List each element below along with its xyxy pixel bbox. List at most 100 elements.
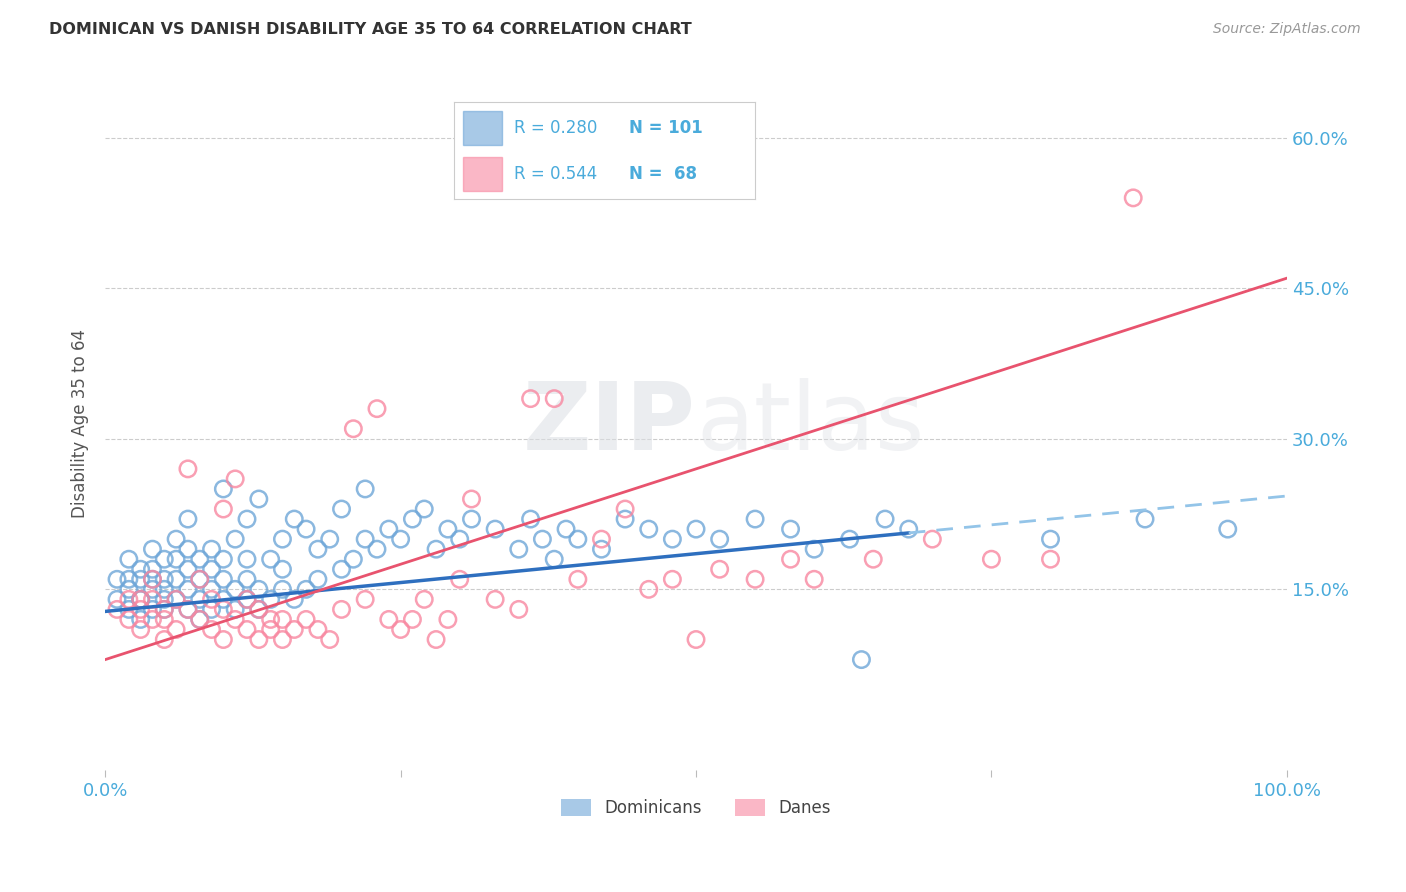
Point (661, 572, 683, 586)
Point (141, 562, 163, 576)
Point (165, 552, 187, 566)
Point (413, 592, 436, 607)
Point (319, 632, 342, 647)
Point (212, 482, 235, 496)
Text: Source: ZipAtlas.com: Source: ZipAtlas.com (1213, 22, 1361, 37)
Point (271, 612, 294, 626)
Point (129, 623, 152, 637)
Point (153, 602, 176, 616)
Point (354, 482, 377, 496)
Point (401, 612, 423, 626)
Point (118, 612, 141, 626)
Point (779, 552, 801, 566)
Point (259, 623, 281, 637)
Point (129, 562, 152, 576)
Point (1133, 512, 1156, 526)
Point (283, 623, 305, 637)
Point (354, 592, 377, 607)
Point (519, 512, 541, 526)
Point (224, 472, 246, 486)
Point (224, 582, 246, 597)
Point (531, 532, 554, 546)
Point (200, 542, 222, 557)
Point (177, 582, 200, 597)
Point (247, 491, 270, 506)
Point (141, 602, 163, 616)
Point (366, 542, 388, 557)
Point (177, 512, 200, 526)
Point (389, 623, 412, 637)
Point (271, 532, 294, 546)
Point (188, 572, 211, 586)
Point (177, 602, 200, 616)
Point (271, 582, 294, 597)
Point (118, 552, 141, 566)
Legend: Dominicans, Danes: Dominicans, Danes (554, 792, 838, 824)
Point (425, 542, 447, 557)
Point (153, 582, 176, 597)
Point (212, 592, 235, 607)
Point (897, 522, 920, 536)
Point (200, 562, 222, 576)
Point (188, 552, 211, 566)
Point (838, 532, 860, 546)
Point (271, 632, 294, 647)
Point (259, 552, 281, 566)
Point (177, 602, 200, 616)
Point (200, 592, 222, 607)
Point (212, 502, 235, 516)
Point (366, 401, 388, 416)
Point (1039, 552, 1062, 566)
Point (236, 572, 259, 586)
Point (508, 542, 530, 557)
Point (247, 602, 270, 616)
Point (247, 582, 270, 597)
Point (425, 632, 447, 647)
Point (236, 623, 259, 637)
Point (177, 562, 200, 576)
Text: ZIP: ZIP (523, 377, 696, 470)
Point (567, 532, 589, 546)
Point (591, 542, 613, 557)
Point (212, 632, 235, 647)
Point (614, 512, 637, 526)
Point (153, 612, 176, 626)
Point (188, 612, 211, 626)
Point (378, 522, 401, 536)
Point (188, 592, 211, 607)
Point (224, 532, 246, 546)
Point (342, 552, 364, 566)
Point (354, 532, 377, 546)
Point (236, 592, 259, 607)
Point (118, 572, 141, 586)
Point (129, 572, 152, 586)
Point (165, 592, 187, 607)
Point (637, 522, 659, 536)
Point (614, 502, 637, 516)
Point (105, 602, 128, 616)
Point (803, 572, 825, 586)
Point (484, 522, 506, 536)
Point (803, 542, 825, 557)
Point (153, 592, 176, 607)
Point (105, 592, 128, 607)
Point (200, 623, 222, 637)
Point (637, 582, 659, 597)
Point (980, 552, 1002, 566)
Point (212, 572, 235, 586)
Point (519, 392, 541, 406)
Point (401, 512, 423, 526)
Point (153, 602, 176, 616)
Point (378, 612, 401, 626)
Point (295, 612, 318, 626)
Point (118, 592, 141, 607)
Point (236, 552, 259, 566)
Point (543, 392, 565, 406)
Point (389, 532, 412, 546)
Point (685, 632, 707, 647)
Text: atlas: atlas (696, 377, 924, 470)
Point (875, 512, 897, 526)
Point (165, 592, 187, 607)
Point (212, 602, 235, 616)
Point (118, 582, 141, 597)
